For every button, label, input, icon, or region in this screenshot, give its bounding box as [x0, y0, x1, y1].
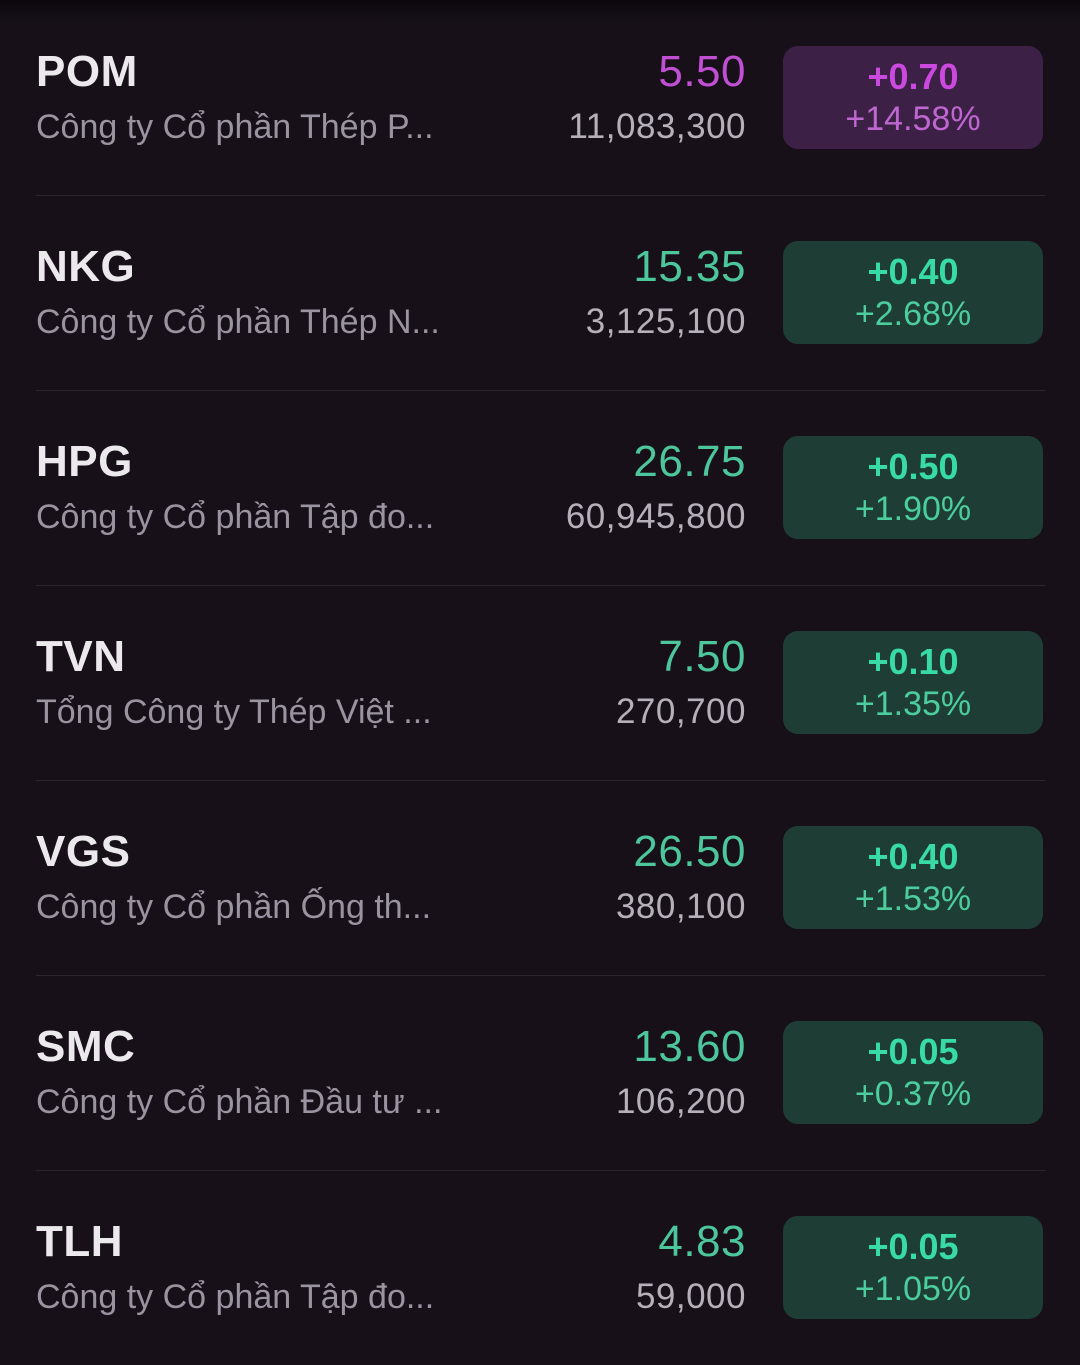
change-value: +0.40: [867, 251, 959, 292]
traded-volume: 11,083,300: [568, 107, 746, 147]
stock-row-pom[interactable]: POM Công ty Cổ phần Thép P... 5.50 11,08…: [0, 0, 1080, 195]
change-badge: +0.40 +1.53%: [783, 826, 1043, 929]
stock-row-vgs[interactable]: VGS Công ty Cổ phần Ống th... 26.50 380,…: [0, 780, 1080, 975]
price-volume-column: 26.50 380,100: [616, 827, 746, 929]
stock-symbol: TLH: [36, 1217, 124, 1267]
price-volume-column: 7.50 270,700: [616, 632, 746, 734]
change-badge: +0.10 +1.35%: [783, 631, 1043, 734]
traded-volume: 270,700: [615, 692, 746, 732]
last-price: 15.35: [633, 241, 746, 291]
stock-symbol: HPG: [36, 437, 133, 487]
company-name: Công ty Cổ phần Ống th...: [36, 887, 432, 926]
company-name: Công ty Cổ phần Tập đo...: [36, 1277, 435, 1316]
stock-row-tvn[interactable]: TVN Tổng Công ty Thép Việt ... 7.50 270,…: [0, 585, 1080, 780]
change-percent: +1.35%: [854, 685, 972, 724]
change-percent: +1.90%: [854, 490, 972, 529]
change-badge: +0.70 +14.58%: [783, 46, 1043, 149]
last-price: 26.75: [633, 436, 746, 486]
change-percent: +1.53%: [854, 880, 972, 919]
change-percent: +2.68%: [854, 295, 972, 334]
stock-identity: SMC Công ty Cổ phần Đầu tư ...: [36, 1022, 616, 1122]
change-value: +0.50: [867, 446, 959, 487]
company-name: Công ty Cổ phần Tập đo...: [36, 497, 435, 536]
change-value: +0.10: [867, 641, 959, 682]
company-name: Tổng Công ty Thép Việt ...: [36, 692, 432, 731]
stock-symbol: POM: [36, 47, 138, 97]
traded-volume: 380,100: [615, 887, 746, 927]
price-volume-column: 4.83 59,000: [636, 1217, 746, 1319]
stock-row-tlh[interactable]: TLH Công ty Cổ phần Tập đo... 4.83 59,00…: [0, 1170, 1080, 1365]
last-price: 5.50: [658, 46, 746, 96]
change-badge: +0.05 +1.05%: [783, 1216, 1043, 1319]
last-price: 4.83: [658, 1216, 746, 1266]
change-percent: +0.37%: [854, 1075, 972, 1114]
traded-volume: 3,125,100: [585, 302, 746, 342]
stock-row-hpg[interactable]: HPG Công ty Cổ phần Tập đo... 26.75 60,9…: [0, 390, 1080, 585]
change-percent: +1.05%: [854, 1270, 972, 1309]
stock-identity: NKG Công ty Cổ phần Thép N...: [36, 242, 586, 342]
stock-symbol: NKG: [36, 242, 136, 292]
last-price: 13.60: [633, 1021, 746, 1071]
change-badge: +0.05 +0.37%: [783, 1021, 1043, 1124]
stock-identity: HPG Công ty Cổ phần Tập đo...: [36, 437, 566, 537]
stock-row-smc[interactable]: SMC Công ty Cổ phần Đầu tư ... 13.60 106…: [0, 975, 1080, 1170]
change-badge: +0.40 +2.68%: [783, 241, 1043, 344]
company-name: Công ty Cổ phần Đầu tư ...: [36, 1082, 443, 1121]
last-price: 26.50: [633, 826, 746, 876]
last-price: 7.50: [658, 631, 746, 681]
traded-volume: 60,945,800: [565, 497, 746, 537]
change-percent: +14.58%: [845, 100, 981, 139]
stock-symbol: TVN: [36, 632, 126, 682]
stock-row-nkg[interactable]: NKG Công ty Cổ phần Thép N... 15.35 3,12…: [0, 195, 1080, 390]
stock-symbol: SMC: [36, 1022, 136, 1072]
stock-symbol: VGS: [36, 827, 131, 877]
price-volume-column: 26.75 60,945,800: [566, 437, 746, 539]
price-volume-column: 15.35 3,125,100: [586, 242, 746, 344]
change-value: +0.05: [867, 1031, 959, 1072]
change-value: +0.40: [867, 836, 959, 877]
stock-identity: TVN Tổng Công ty Thép Việt ...: [36, 632, 616, 732]
traded-volume: 106,200: [615, 1082, 746, 1122]
stock-identity: POM Công ty Cổ phần Thép P...: [36, 47, 568, 147]
stock-identity: TLH Công ty Cổ phần Tập đo...: [36, 1217, 636, 1317]
change-badge: +0.50 +1.90%: [783, 436, 1043, 539]
change-value: +0.05: [867, 1226, 959, 1267]
company-name: Công ty Cổ phần Thép N...: [36, 302, 440, 341]
price-volume-column: 5.50 11,083,300: [568, 47, 746, 149]
change-value: +0.70: [867, 56, 959, 97]
traded-volume: 59,000: [635, 1277, 746, 1317]
price-volume-column: 13.60 106,200: [616, 1022, 746, 1124]
company-name: Công ty Cổ phần Thép P...: [36, 107, 434, 146]
stock-identity: VGS Công ty Cổ phần Ống th...: [36, 827, 616, 927]
